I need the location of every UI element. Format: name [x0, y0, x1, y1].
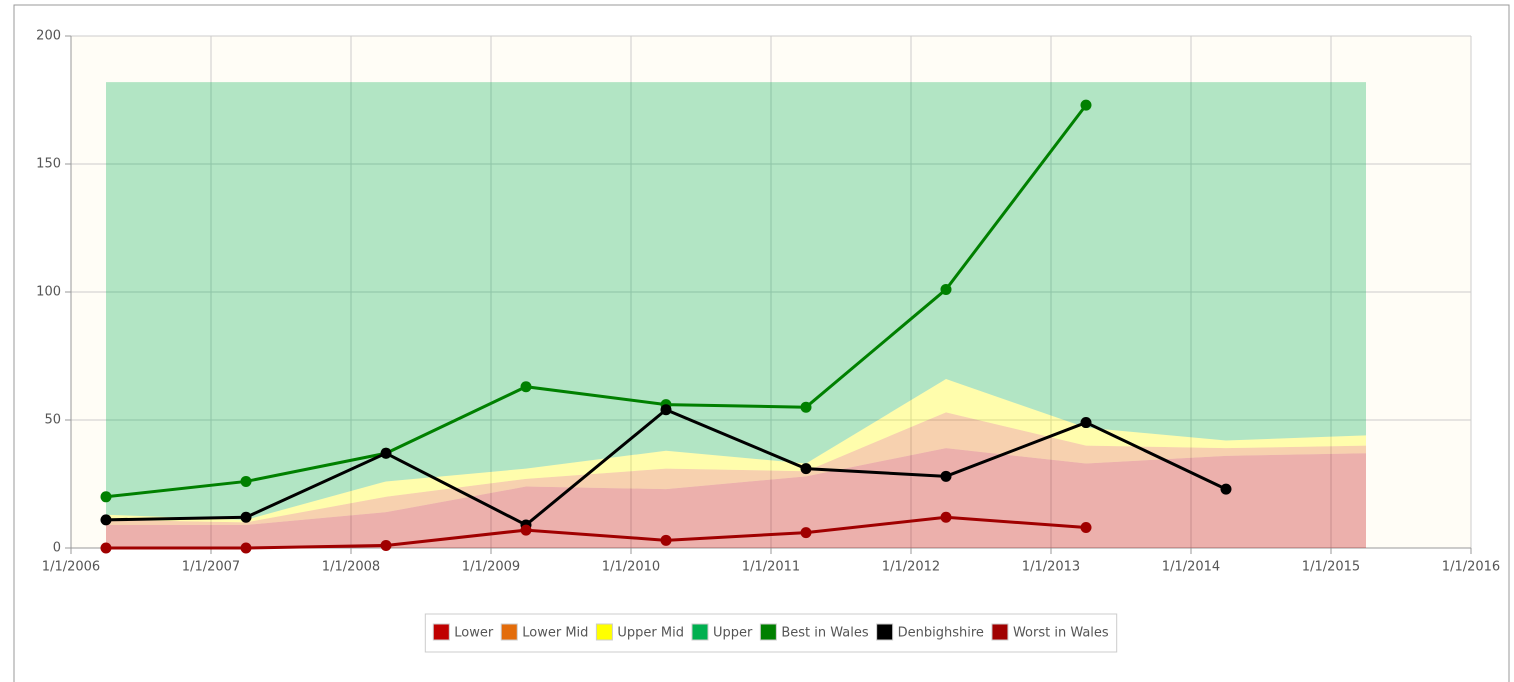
legend-swatch	[595, 623, 613, 641]
x-tick-label: 1/1/2015	[1302, 560, 1360, 575]
point	[520, 524, 532, 536]
x-tick-label: 1/1/2008	[322, 560, 380, 575]
y-tick-label: 100	[36, 285, 61, 300]
point	[800, 401, 812, 413]
area	[106, 379, 1366, 523]
point	[940, 511, 952, 523]
point	[800, 527, 812, 539]
legend-label: Lower Mid	[522, 626, 588, 641]
point	[660, 404, 672, 416]
point	[240, 511, 252, 523]
x-tick-label: 1/1/2009	[462, 560, 520, 575]
x-tick-label: 1/1/2012	[882, 560, 940, 575]
point	[800, 463, 812, 475]
point	[380, 539, 392, 551]
point	[100, 491, 112, 503]
legend-label: Denbighshire	[898, 626, 984, 641]
line	[105, 104, 1088, 499]
point	[380, 447, 392, 459]
legend-swatch	[991, 623, 1009, 641]
legend-label: Upper	[713, 626, 753, 641]
area	[106, 82, 1366, 520]
x-tick-label: 1/1/2016	[1442, 560, 1500, 575]
x-tick-label: 1/1/2013	[1022, 560, 1080, 575]
legend-swatch	[432, 623, 450, 641]
legend-label: Lower	[454, 626, 494, 641]
legend: Lower Lower Mid Upper Mid Upper Best in Wale…	[424, 613, 1118, 653]
point	[1080, 417, 1092, 429]
area	[106, 412, 1366, 525]
x-tick-label: 1/1/2014	[1162, 560, 1220, 575]
x-tick-label: 1/1/2007	[182, 560, 240, 575]
x-tick-label: 1/1/2010	[602, 560, 660, 575]
point	[1220, 483, 1232, 495]
point	[1080, 99, 1092, 111]
x-tick-label: 1/1/2011	[742, 560, 800, 575]
point	[520, 381, 532, 393]
legend-label: Upper Mid	[617, 626, 684, 641]
point	[100, 542, 112, 554]
point	[100, 514, 112, 526]
legend-label: Worst in Wales	[1013, 626, 1109, 641]
line	[106, 515, 1087, 550]
area	[106, 448, 1366, 548]
legend-label: Best in Wales	[781, 626, 869, 641]
y-tick-label: 200	[36, 29, 61, 44]
point	[1080, 522, 1092, 534]
point	[940, 283, 952, 295]
point	[660, 534, 672, 546]
y-tick-label: 0	[53, 541, 61, 556]
point	[240, 475, 252, 487]
x-tick-label: 1/1/2006	[42, 560, 100, 575]
point	[940, 470, 952, 482]
point	[240, 542, 252, 554]
y-tick-label: 50	[44, 413, 61, 428]
legend-swatch	[759, 623, 777, 641]
legend-swatch	[691, 623, 709, 641]
legend-swatch	[876, 623, 894, 641]
y-tick-label: 150	[36, 157, 61, 172]
legend-swatch	[500, 623, 518, 641]
